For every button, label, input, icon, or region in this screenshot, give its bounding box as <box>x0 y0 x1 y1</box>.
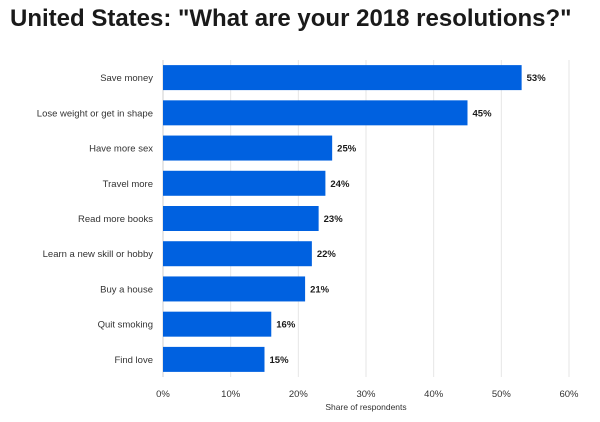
x-tick-labels: 0% 10% 20% 30% 40% 50% 60% <box>156 389 579 400</box>
bar[interactable] <box>163 170 326 196</box>
x-tick-label: 10% <box>221 389 241 400</box>
value-labels: 53% 45% 25% 24% 23% 22% 21% 16% 15% <box>270 73 547 366</box>
x-axis-title: Share of respondents <box>325 402 406 412</box>
chart-title: United States: "What are your 2018 resol… <box>10 5 572 32</box>
bar[interactable] <box>163 311 272 337</box>
data-label: 23% <box>324 214 344 225</box>
data-label: 16% <box>276 320 296 331</box>
data-label: 45% <box>473 108 493 119</box>
category-label: Read more books <box>78 214 153 225</box>
x-tick-label: 30% <box>356 389 376 400</box>
x-tick-label: 20% <box>289 389 309 400</box>
category-label: Travel more <box>103 179 153 190</box>
bar[interactable] <box>163 241 312 267</box>
category-label: Find love <box>114 355 153 366</box>
bar[interactable] <box>163 276 306 302</box>
data-label: 15% <box>270 355 290 366</box>
x-tick-label: 40% <box>424 389 444 400</box>
category-label: Quit smoking <box>98 320 153 331</box>
bars <box>163 65 522 372</box>
bar[interactable] <box>163 346 265 372</box>
bar[interactable] <box>163 65 522 91</box>
x-tick-label: 60% <box>559 389 579 400</box>
bar[interactable] <box>163 100 468 126</box>
category-labels: Save money Lose weight or get in shape Hav… <box>37 73 153 366</box>
data-label: 53% <box>527 73 547 84</box>
data-label: 24% <box>330 179 350 190</box>
bar[interactable] <box>163 206 319 231</box>
category-label: Save money <box>100 73 153 84</box>
bar[interactable] <box>163 135 333 161</box>
data-label: 22% <box>317 249 337 260</box>
x-tick-label: 50% <box>492 389 512 400</box>
data-label: 25% <box>337 144 357 155</box>
category-label: Have more sex <box>89 144 153 155</box>
category-label: Lose weight or get in shape <box>37 108 153 119</box>
category-label: Buy a house <box>100 284 153 295</box>
data-label: 21% <box>310 284 330 295</box>
x-tick-label: 0% <box>156 389 170 400</box>
category-label: Learn a new skill or hobby <box>43 249 154 260</box>
